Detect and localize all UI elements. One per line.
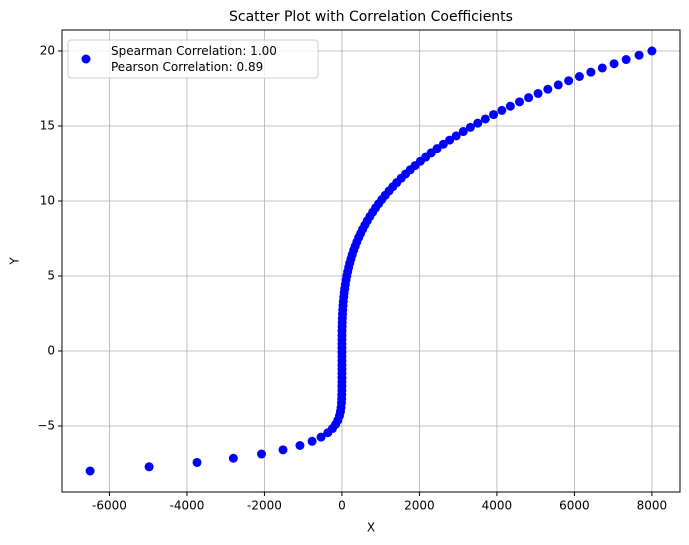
scatter-point	[458, 127, 468, 137]
scatter-point	[445, 135, 455, 145]
y-tick-label: −5	[37, 419, 55, 433]
scatter-point	[257, 449, 267, 459]
x-tick-label: 2000	[404, 499, 435, 513]
scatter-point	[609, 59, 619, 69]
scatter-point	[144, 462, 154, 472]
scatter-point	[228, 453, 238, 463]
x-tick-label: 6000	[559, 499, 590, 513]
scatter-point	[432, 144, 442, 154]
legend-marker	[81, 54, 91, 64]
y-tick-label: 15	[40, 119, 55, 133]
x-tick-label: -6000	[92, 499, 127, 513]
scatter-point	[497, 105, 507, 115]
y-tick-label: 10	[40, 194, 55, 208]
scatter-point	[543, 84, 553, 94]
y-tick-label: 20	[40, 44, 55, 58]
x-tick-label: 0	[338, 499, 346, 513]
x-tick-label: -4000	[170, 499, 205, 513]
x-axis-label: X	[367, 521, 375, 535]
scatter-point	[465, 122, 475, 132]
x-tick-label: 8000	[637, 499, 668, 513]
scatter-point	[307, 436, 317, 446]
scatter-point	[634, 50, 644, 60]
scatter-point	[480, 114, 490, 124]
plot-frame	[61, 29, 681, 493]
scatter-point	[85, 466, 95, 476]
scatter-point	[489, 110, 499, 120]
legend-label: Spearman Correlation: 1.00 Pearson Corre…	[111, 44, 277, 74]
scatter-point	[278, 445, 288, 455]
scatter-point	[515, 97, 525, 107]
scatter-point	[295, 441, 305, 450]
scatter-point	[473, 118, 483, 128]
scatter-point	[564, 76, 574, 86]
scatter-point	[647, 46, 657, 56]
y-axis-label: Y	[8, 257, 22, 266]
scatter-point	[316, 432, 326, 442]
scatter-point	[574, 72, 584, 81]
chart-title: Scatter Plot with Correlation Coefficien…	[229, 9, 513, 25]
legend-box	[67, 39, 319, 79]
x-tick-label: 4000	[482, 499, 513, 513]
y-tick-label: 5	[47, 269, 55, 283]
scatter-point	[586, 67, 596, 77]
scatter-point	[192, 457, 202, 467]
scatter-point	[553, 80, 563, 90]
scatter-point	[524, 93, 534, 103]
scatter-point	[533, 88, 543, 98]
scatter-point	[451, 131, 461, 141]
scatter-point	[505, 101, 515, 111]
scatter-point	[621, 55, 631, 65]
scatter-point	[597, 63, 607, 73]
y-tick-label: 0	[47, 344, 55, 358]
x-tick-label: -2000	[247, 499, 282, 513]
